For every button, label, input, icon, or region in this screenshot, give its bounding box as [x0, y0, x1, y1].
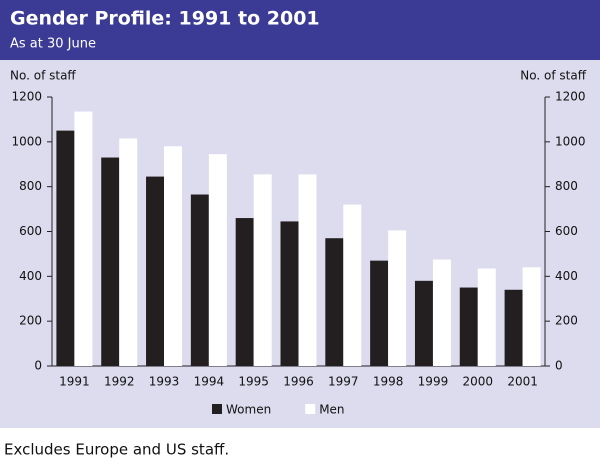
x-tick-label: 1995 — [238, 375, 269, 389]
y-axis-label: No. of staff — [10, 69, 76, 83]
bar — [298, 174, 317, 366]
bar — [146, 176, 165, 366]
footnote: Excludes Europe and US staff. — [4, 441, 229, 459]
bar — [504, 289, 523, 366]
y-tick-label: 1200 — [11, 90, 42, 104]
y2-tick-label: 200 — [555, 314, 578, 328]
x-tick-label: 1993 — [149, 375, 180, 389]
header-band — [0, 0, 600, 60]
x-tick-label: 1999 — [418, 375, 449, 389]
bar — [432, 259, 451, 366]
bar — [325, 238, 344, 366]
y2-tick-label: 1200 — [555, 90, 586, 104]
bar — [74, 111, 93, 366]
x-tick-label: 1996 — [283, 375, 314, 389]
x-tick-label: 2000 — [462, 375, 493, 389]
bar — [101, 157, 120, 366]
bar — [253, 174, 272, 366]
legend-label: Women — [226, 403, 271, 417]
x-tick-label: 1997 — [328, 375, 359, 389]
y2-tick-label: 0 — [555, 359, 563, 373]
y2-tick-label: 600 — [555, 224, 578, 238]
legend-label: Men — [319, 403, 344, 417]
bar — [190, 194, 209, 366]
y2-axis-label: No. of staff — [520, 69, 586, 83]
legend-swatch — [212, 404, 222, 414]
bar — [56, 130, 75, 366]
bar — [459, 287, 478, 366]
bar — [522, 267, 541, 366]
bar — [119, 138, 138, 366]
x-tick-label: 1992 — [104, 375, 135, 389]
bar — [280, 221, 299, 366]
x-tick-label: 1998 — [373, 375, 404, 389]
y2-tick-label: 400 — [555, 269, 578, 283]
bar — [164, 146, 183, 366]
bar — [370, 260, 389, 366]
x-tick-label: 1991 — [59, 375, 90, 389]
y2-tick-label: 800 — [555, 179, 578, 193]
x-tick-label: 1994 — [194, 375, 225, 389]
y-tick-label: 0 — [34, 359, 42, 373]
bar — [414, 280, 433, 366]
bar — [477, 268, 496, 366]
bar — [388, 230, 407, 366]
legend-swatch — [305, 404, 316, 414]
chart-title: Gender Profile: 1991 to 2001 — [10, 8, 320, 30]
y-tick-label: 1000 — [11, 134, 42, 148]
bar — [343, 204, 362, 366]
y2-tick-label: 1000 — [555, 134, 586, 148]
y-tick-label: 400 — [19, 269, 42, 283]
chart-subtitle: As at 30 June — [10, 37, 96, 52]
bar — [235, 218, 254, 366]
bar — [208, 154, 227, 366]
y-tick-label: 200 — [19, 314, 42, 328]
y-tick-label: 800 — [19, 179, 42, 193]
y-tick-label: 600 — [19, 224, 42, 238]
x-tick-label: 2001 — [507, 375, 538, 389]
